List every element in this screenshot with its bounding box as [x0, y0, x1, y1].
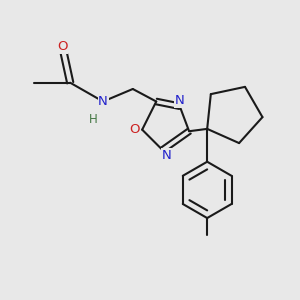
Text: N: N: [98, 95, 108, 108]
Text: O: O: [129, 123, 140, 136]
Text: O: O: [57, 40, 68, 53]
Text: H: H: [89, 113, 98, 126]
Text: N: N: [161, 149, 171, 162]
Text: N: N: [175, 94, 184, 107]
